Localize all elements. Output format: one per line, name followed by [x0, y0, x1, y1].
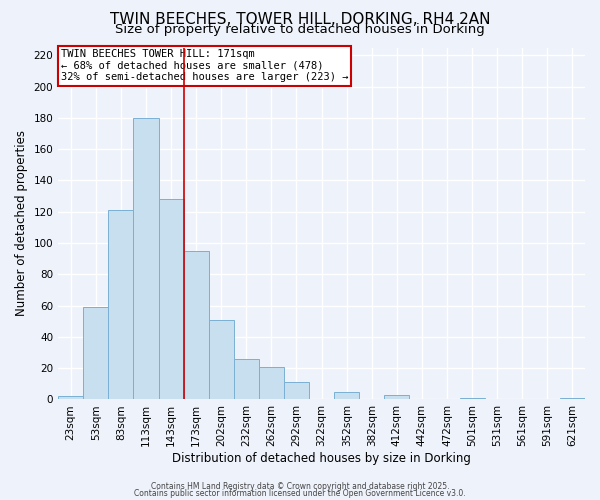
Bar [385, 395, 409, 400]
Bar [209, 320, 234, 400]
Bar [58, 396, 83, 400]
Bar [133, 118, 158, 400]
Bar [259, 366, 284, 400]
Bar [334, 392, 359, 400]
Bar [560, 398, 585, 400]
Text: Size of property relative to detached houses in Dorking: Size of property relative to detached ho… [115, 22, 485, 36]
Bar [234, 359, 259, 400]
Bar [284, 382, 309, 400]
Bar [83, 307, 109, 400]
Bar [158, 199, 184, 400]
Y-axis label: Number of detached properties: Number of detached properties [15, 130, 28, 316]
Bar [460, 398, 485, 400]
X-axis label: Distribution of detached houses by size in Dorking: Distribution of detached houses by size … [172, 452, 471, 465]
Text: Contains public sector information licensed under the Open Government Licence v3: Contains public sector information licen… [134, 489, 466, 498]
Bar [184, 251, 209, 400]
Text: TWIN BEECHES, TOWER HILL, DORKING, RH4 2AN: TWIN BEECHES, TOWER HILL, DORKING, RH4 2… [110, 12, 490, 28]
Text: Contains HM Land Registry data © Crown copyright and database right 2025.: Contains HM Land Registry data © Crown c… [151, 482, 449, 491]
Bar [109, 210, 133, 400]
Text: TWIN BEECHES TOWER HILL: 171sqm
← 68% of detached houses are smaller (478)
32% o: TWIN BEECHES TOWER HILL: 171sqm ← 68% of… [61, 50, 349, 82]
